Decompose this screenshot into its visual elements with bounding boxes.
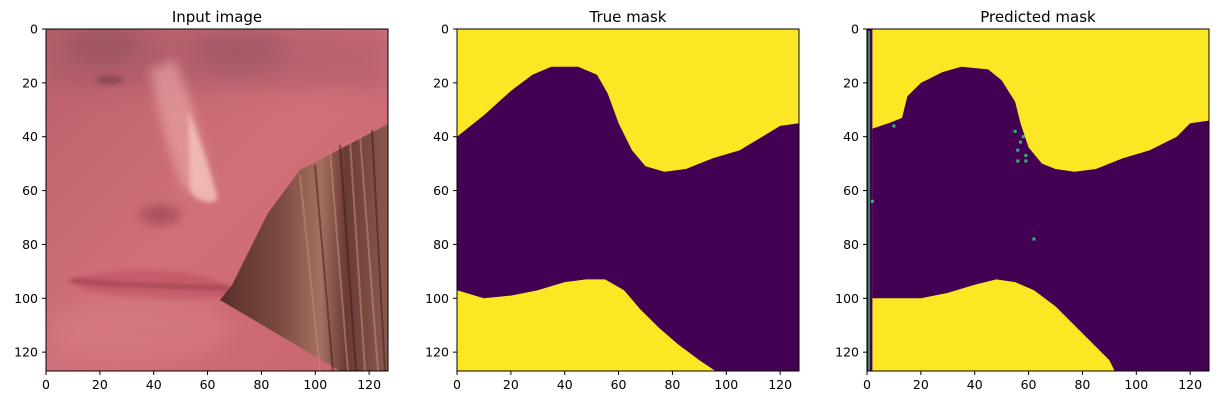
panel-title: True mask (589, 8, 667, 26)
mask-speck (1021, 135, 1025, 139)
x-tick-label: 60 (611, 377, 627, 392)
x-tick-label: 120 (1178, 377, 1202, 392)
x-tick-label: 100 (714, 377, 738, 392)
mask-speck (1024, 154, 1028, 158)
y-tick-label: 100 (835, 291, 859, 306)
y-tick-label: 40 (433, 129, 449, 144)
x-tick-label: 20 (92, 377, 108, 392)
x-tick-label: 20 (503, 377, 519, 392)
hair-region (220, 124, 388, 371)
mask-speck (870, 199, 874, 203)
mask-speck (1024, 159, 1028, 163)
mask-speck (1013, 129, 1017, 133)
x-tick-label: 40 (146, 377, 162, 392)
y-tick-label: 0 (441, 22, 449, 37)
x-tick-label: 60 (200, 377, 216, 392)
x-tick-label: 100 (303, 377, 327, 392)
y-tick-label: 120 (425, 345, 449, 360)
y-tick-label: 80 (22, 237, 38, 252)
y-tick-label: 120 (835, 345, 859, 360)
panel-title: Input image (172, 8, 262, 26)
x-tick-label: 20 (913, 377, 929, 392)
y-tick-label: 80 (843, 237, 859, 252)
x-tick-label: 0 (453, 377, 461, 392)
y-tick-label: 60 (433, 183, 449, 198)
x-tick-label: 120 (768, 377, 792, 392)
mask-speck (1018, 140, 1022, 144)
y-tick-label: 120 (14, 345, 38, 360)
y-tick-label: 60 (843, 183, 859, 198)
y-tick-label: 0 (851, 22, 859, 37)
y-tick-label: 100 (425, 291, 449, 306)
mask-speck (1016, 159, 1020, 163)
y-tick-label: 20 (843, 75, 859, 90)
predicted-mask-axes: 0 20 40 60 80 100 120 0 20 40 60 80 100 120 (835, 22, 1202, 393)
x-tick-label: 40 (557, 377, 573, 392)
x-tick-label: 60 (1021, 377, 1037, 392)
panel-predicted-mask: Predicted mask 0 20 40 60 80 100 120 0 20 40 60 80 1… (835, 8, 1210, 393)
true-mask-heatmap (457, 29, 799, 371)
x-tick-label: 80 (1074, 377, 1090, 392)
input-image-axes: 0 20 40 60 80 100 120 0 20 40 60 80 100 120 (14, 22, 381, 393)
mask-speck (892, 124, 896, 128)
foreground-class-region (872, 66, 1209, 371)
y-tick-label: 0 (30, 22, 38, 37)
x-tick-label: 100 (1124, 377, 1148, 392)
mask-speck (1032, 237, 1036, 241)
y-tick-label: 20 (22, 75, 38, 90)
x-tick-label: 80 (253, 377, 269, 392)
predicted-mask-heatmap (867, 29, 1209, 371)
y-tick-label: 80 (433, 237, 449, 252)
x-tick-label: 0 (863, 377, 871, 392)
x-tick-label: 0 (42, 377, 50, 392)
x-tick-label: 40 (967, 377, 983, 392)
y-tick-label: 100 (14, 291, 38, 306)
y-tick-label: 40 (22, 129, 38, 144)
y-tick-label: 40 (843, 129, 859, 144)
x-tick-label: 120 (357, 377, 381, 392)
y-tick-label: 20 (433, 75, 449, 90)
panel-title: Predicted mask (980, 8, 1096, 26)
panel-true-mask: True mask 0 20 40 60 80 100 120 0 20 40 60 80 100 120 (425, 8, 800, 393)
x-tick-label: 80 (664, 377, 680, 392)
foreground-class-region (457, 66, 799, 371)
panel-input-image: Input image (14, 8, 389, 393)
input-image (46, 29, 388, 371)
true-mask-axes: 0 20 40 60 80 100 120 0 20 40 60 80 100 120 (425, 22, 792, 393)
y-tick-label: 60 (22, 183, 38, 198)
mask-speck (1016, 148, 1020, 152)
